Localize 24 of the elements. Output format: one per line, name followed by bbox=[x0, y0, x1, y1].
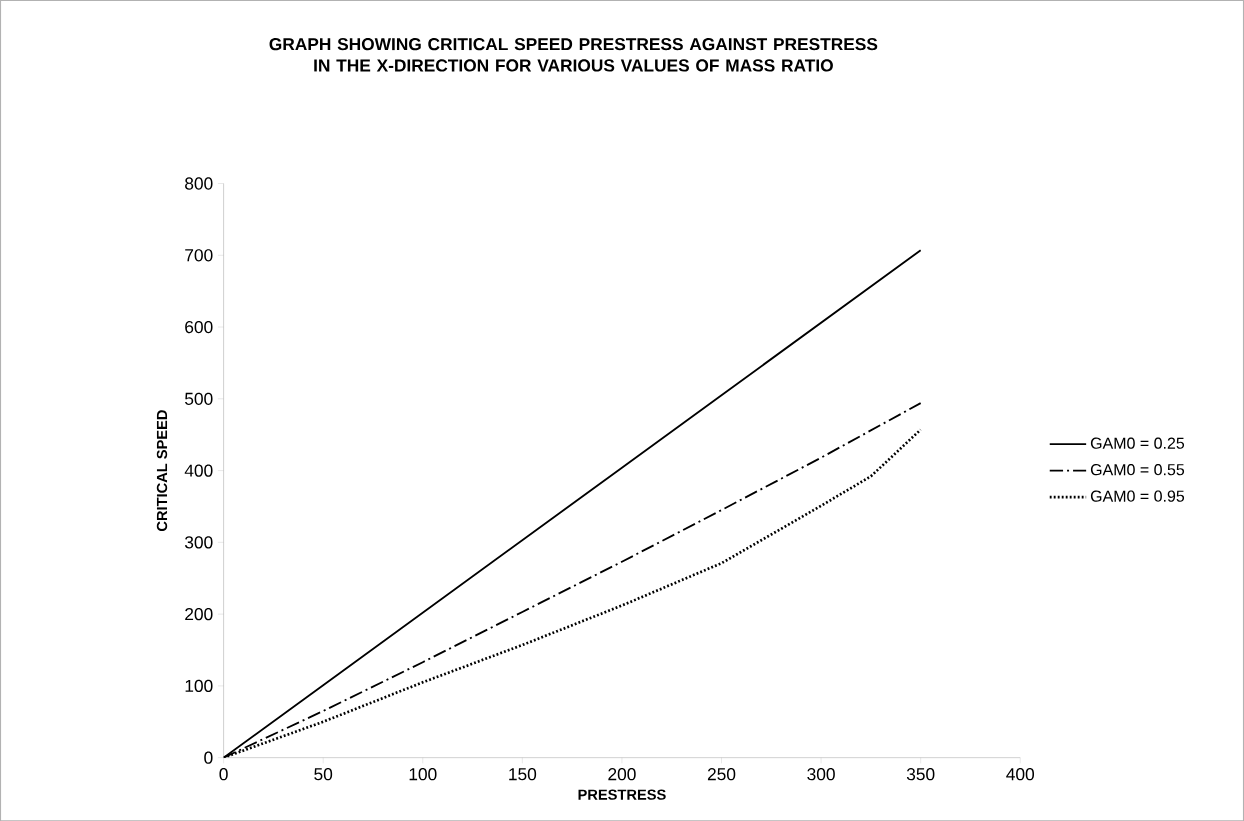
legend-label: GAM0 = 0.55 bbox=[1090, 463, 1185, 476]
x-tick-label: 100 bbox=[409, 767, 437, 781]
x-tick-label: 150 bbox=[509, 767, 537, 781]
y-tick-label: 700 bbox=[185, 248, 213, 262]
y-tick-label: 500 bbox=[185, 392, 213, 405]
y-tick-label: 800 bbox=[185, 177, 213, 190]
chart-title: GRAPH SHOWING CRITICAL SPEED PRESTRESS AGAINST PRESTRESS IN THE X-DIRECTION FOR VARIOUS VALUES OF MASS RATIO bbox=[269, 37, 878, 72]
y-tick-label: 100 bbox=[185, 679, 213, 692]
y-axis-title: CRITICAL SPEED bbox=[156, 409, 168, 531]
y-tick-label: 300 bbox=[184, 536, 213, 549]
x-tick-label: 50 bbox=[314, 767, 333, 781]
x-tick-label: 300 bbox=[807, 767, 835, 781]
legend-label: GAM0 = 0.25 bbox=[1090, 437, 1185, 449]
x-tick-label: 350 bbox=[906, 767, 935, 781]
x-tick-label: 200 bbox=[608, 767, 636, 781]
y-tick-label: 400 bbox=[184, 464, 213, 477]
legend-label: GAM0 = 0.95 bbox=[1090, 490, 1185, 502]
x-tick-label: 0 bbox=[219, 767, 228, 781]
x-tick-label: 400 bbox=[1006, 767, 1035, 781]
x-tick-label: 250 bbox=[707, 767, 736, 781]
x-axis-title: PRESTRESS bbox=[578, 789, 666, 800]
y-tick-label: 200 bbox=[185, 607, 213, 621]
y-tick-label: 0 bbox=[204, 751, 213, 764]
y-tick-label: 600 bbox=[185, 320, 213, 333]
